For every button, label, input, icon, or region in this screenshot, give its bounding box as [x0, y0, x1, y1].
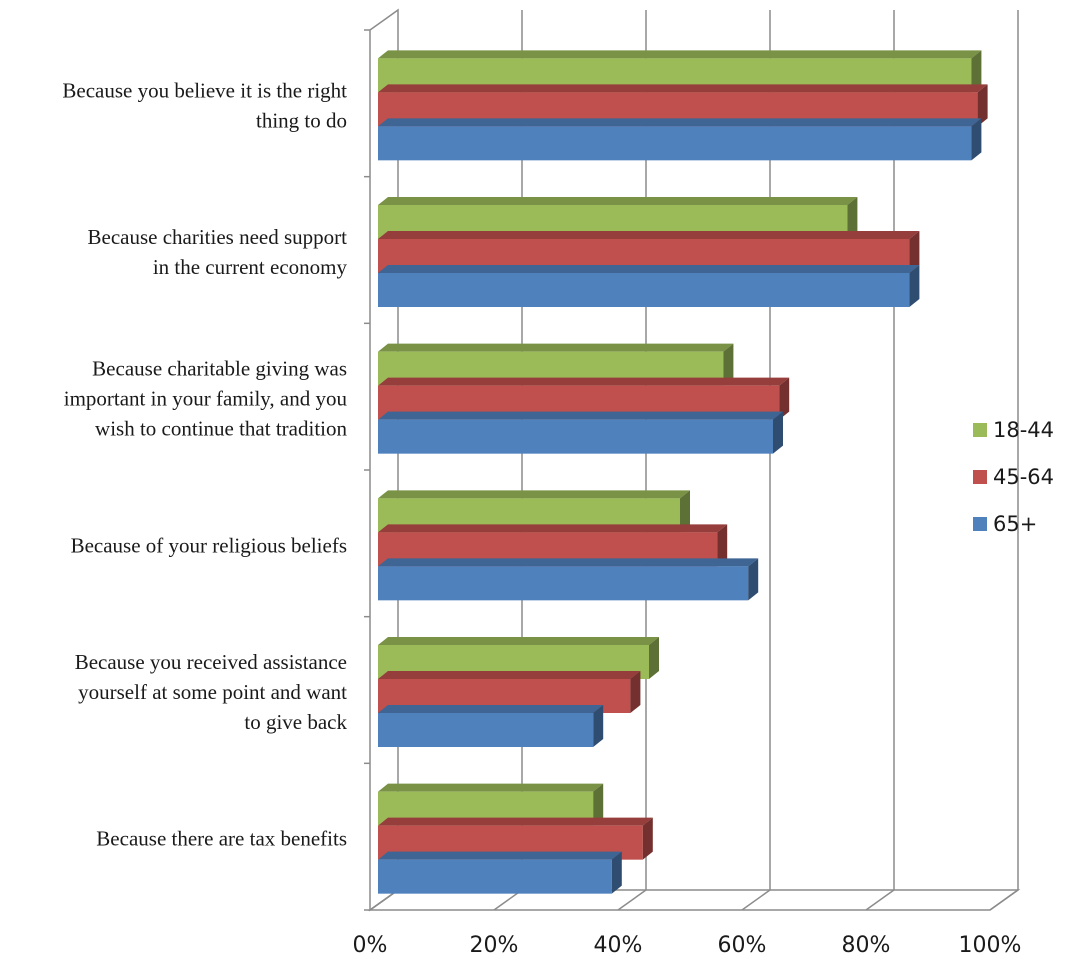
bar-65+ [378, 705, 604, 747]
x-tick-label: 60% [718, 933, 767, 958]
category-label: Because of your religious beliefs [71, 533, 347, 557]
bar-65+ [378, 265, 920, 307]
x-tick-label: 0% [353, 933, 388, 958]
floor-gridline [741, 889, 771, 911]
legend-swatch [973, 517, 987, 531]
legend-label: 45-64 [993, 465, 1054, 489]
category-label: Because you received assistance yourself … [75, 650, 348, 734]
legend-item-45-64: 45-64 [973, 465, 1054, 489]
bars [378, 50, 988, 894]
floor-gridline [865, 889, 895, 911]
category-label: Because you believe it is the right thing… [62, 78, 347, 132]
floor-gridline [617, 889, 647, 911]
legend-swatch [973, 470, 987, 484]
legend-item-65+: 65+ [973, 512, 1037, 536]
legend-label: 18-44 [993, 418, 1054, 442]
x-tick-label: 40% [594, 933, 643, 958]
bar-65+ [378, 558, 759, 601]
x-tick-label: 80% [842, 933, 891, 958]
bar-65+ [378, 411, 783, 454]
category-label: Because there are tax benefits [96, 827, 347, 851]
x-tick-labels: 0% 20% 40% 60% 80% 100% [353, 933, 1022, 958]
legend-swatch [973, 423, 987, 437]
legend-item-18-44: 18-44 [973, 418, 1054, 442]
category-label: Because charitable giving was important i… [64, 357, 348, 441]
category-labels: Because you believe it is the right thing… [62, 78, 347, 850]
legend: 18-44 45-64 65+ [973, 418, 1054, 536]
floor-gridline [989, 889, 1019, 911]
legend-label: 65+ [993, 512, 1037, 536]
x-tick-label: 100% [959, 933, 1022, 958]
category-label: Because charities need support in the cur… [88, 225, 348, 279]
x-tick-label: 20% [470, 933, 519, 958]
bar-65+ [378, 851, 622, 894]
bar-65+ [378, 118, 982, 161]
